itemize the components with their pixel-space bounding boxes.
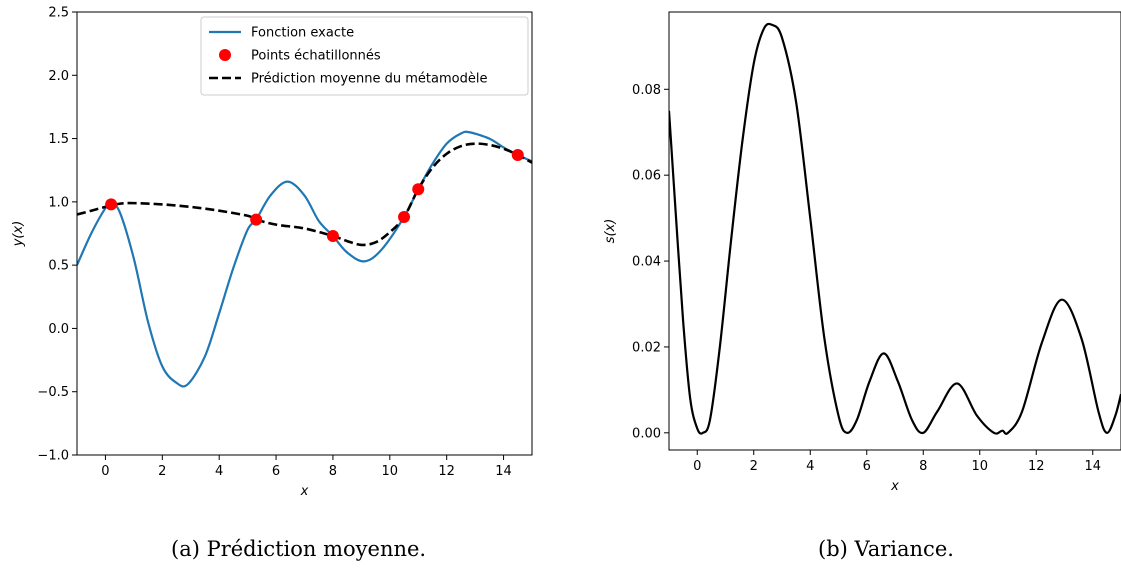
sample-point — [412, 183, 425, 196]
series-line-0 — [77, 130, 532, 388]
x-tick-label: 4 — [806, 459, 814, 474]
x-tick-label: 14 — [495, 464, 512, 479]
x-axis-label: x — [300, 484, 309, 499]
y-tick-label: 0.5 — [48, 259, 69, 274]
x-axis-label: x — [890, 479, 899, 494]
y-tick-label: 0.04 — [632, 255, 661, 270]
x-tick-label: 2 — [158, 464, 166, 479]
sample-point — [398, 211, 411, 224]
plot-area-a — [77, 130, 532, 388]
caption-b: (b) Variance. — [818, 537, 954, 561]
x-tick-label: 10 — [971, 459, 988, 474]
caption-a: (a) Prédiction moyenne. — [171, 537, 427, 561]
legend-marker — [219, 49, 231, 61]
x-tick-label: 0 — [101, 464, 109, 479]
axes-frame — [76, 11, 533, 456]
x-tick-label: 12 — [1028, 459, 1045, 474]
axes-frame — [668, 11, 1121, 451]
sample-point — [250, 213, 263, 226]
x-tick-label: 8 — [919, 459, 927, 474]
chart-b: 0 2 4 6 8 10 12 14 0.00 0.02 0.04 0.06 0.08 x s(x) — [603, 11, 1121, 494]
x-tick-label: 2 — [750, 459, 758, 474]
legend-label: Prédiction moyenne du métamodèle — [251, 72, 487, 87]
x-tick-label: 14 — [1084, 459, 1101, 474]
y-tick-label: 1.5 — [48, 132, 69, 147]
y-tick-label: −0.5 — [37, 385, 69, 400]
y-tick-label: 0.00 — [632, 426, 661, 441]
chart-a: 0 2 4 6 8 10 12 14 −1.0 −0.5 0.0 0.5 1.0 1.5 2.0 2.5 x y(… — [11, 6, 533, 499]
y-tick-label: 1.0 — [48, 195, 69, 210]
sample-point — [326, 230, 339, 243]
y-axis-label: y(x) — [11, 221, 26, 248]
legend-label: Fonction exacte — [251, 26, 354, 41]
legend-label: Points échatillonnés — [251, 49, 381, 64]
x-tick-label: 0 — [693, 459, 701, 474]
x-tick-label: 10 — [382, 464, 399, 479]
x-tick-label: 4 — [215, 464, 223, 479]
series-line-2 — [77, 142, 532, 247]
legend: Fonction exacte Points échatillonnés Prédi… — [200, 16, 529, 96]
y-tick-label: 0.0 — [48, 322, 69, 337]
x-tick-label: 6 — [863, 459, 871, 474]
x-tick-label: 6 — [272, 464, 280, 479]
y-tick-label: 0.02 — [632, 340, 661, 355]
y-axis-label: s(x) — [603, 219, 618, 244]
y-tick-label: 2.5 — [48, 6, 69, 21]
x-tick-label: 12 — [438, 464, 455, 479]
plot-area-b — [669, 22, 1121, 435]
y-tick-label: −1.0 — [37, 449, 69, 464]
legend-box — [200, 16, 529, 96]
y-tick-label: 0.08 — [632, 83, 661, 98]
sample-point — [511, 149, 524, 162]
x-tick-label: 8 — [329, 464, 337, 479]
sample-point — [105, 198, 118, 211]
y-tick-label: 0.06 — [632, 169, 661, 184]
y-tick-label: 2.0 — [48, 69, 69, 84]
series-line-0 — [669, 22, 1121, 435]
